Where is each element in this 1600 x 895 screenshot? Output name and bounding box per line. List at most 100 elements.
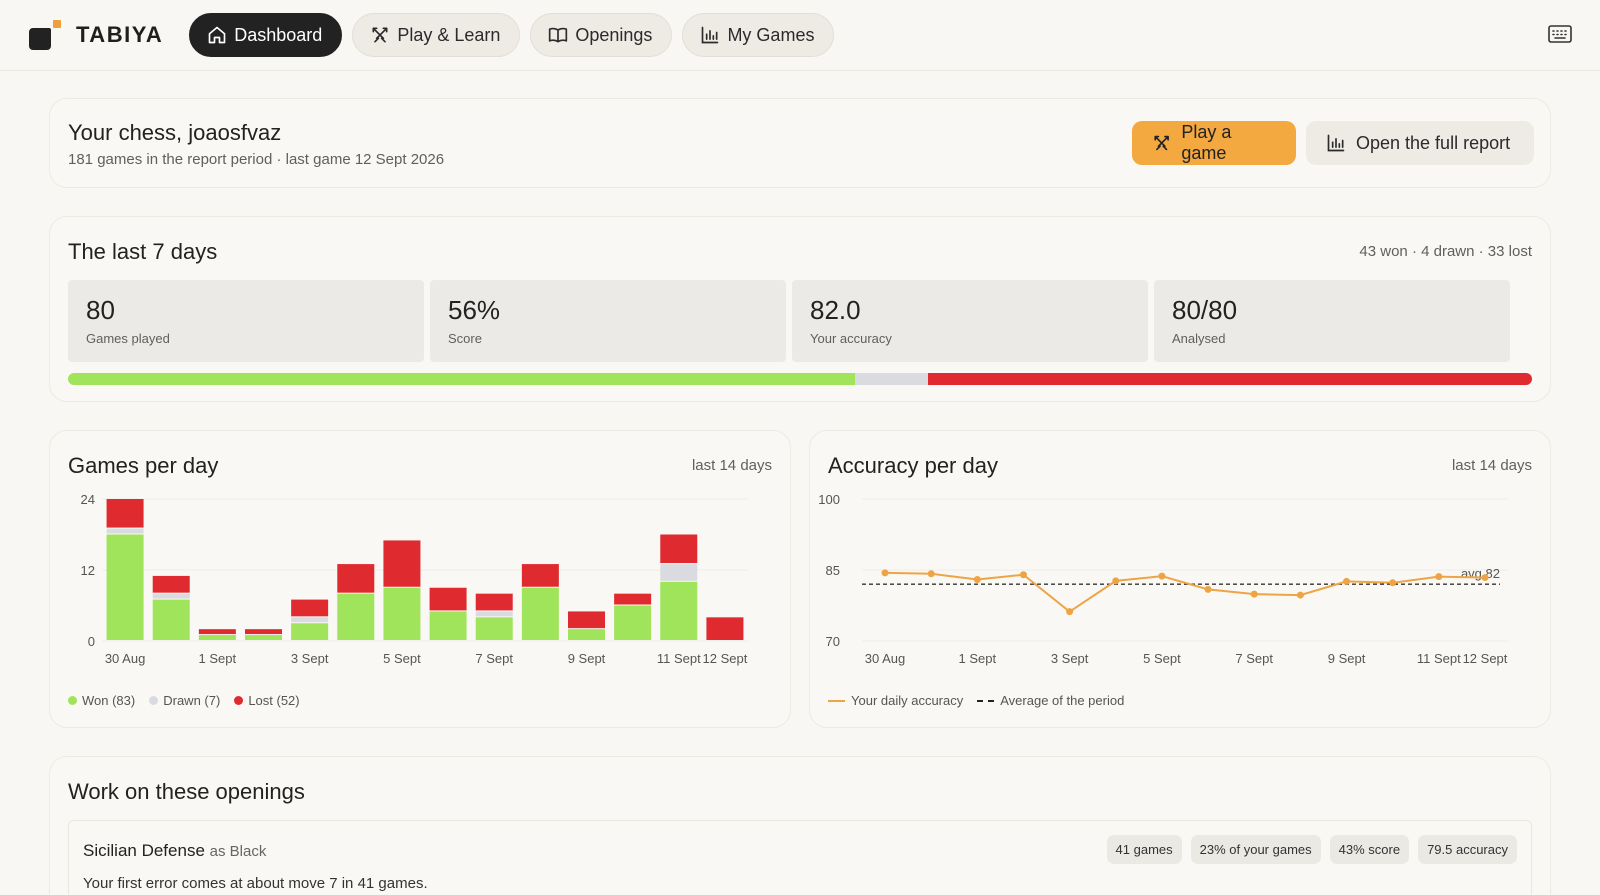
legend-drawn-swatch [149,696,159,705]
bar-won[interactable] [568,629,605,640]
bar-won[interactable] [383,587,421,640]
y-tick-label: 85 [826,563,840,578]
x-tick-label: 3 Sept [291,651,329,666]
bar-lost[interactable] [521,564,559,587]
legend-won-label: Won (83) [82,693,136,708]
openings-title: Work on these openings [68,779,305,804]
week-summary: 43 won · 4 drawn · 33 lost [1359,243,1532,260]
bar-won[interactable] [521,587,559,640]
crossed-swords-icon [372,27,388,43]
bar-lost[interactable] [429,587,467,611]
accuracy-point[interactable] [1389,579,1397,587]
x-tick-label: 7 Sept [1235,651,1273,666]
accuracy-point[interactable] [1158,572,1166,580]
open-report-button[interactable]: Open the full report [1306,121,1534,165]
x-tick-label: 1 Sept [959,651,997,666]
bar-won[interactable] [245,635,282,640]
accuracy-per-day-card: Accuracy per day last 14 days 70 85 100 avg… [809,430,1551,728]
bar-lost[interactable] [291,599,329,617]
accuracy-point[interactable] [1019,571,1027,579]
bar-lost[interactable] [245,629,282,635]
x-tick-label: 11 Sept [657,651,701,666]
bar-drawn[interactable] [475,611,513,617]
nav-dashboard[interactable]: Dashboard [189,13,343,57]
bar-lost[interactable] [337,564,375,593]
y-tick-label: 24 [81,492,95,507]
legend-drawn-label: Drawn (7) [163,693,221,708]
stat-label: Analysed [1172,331,1226,346]
opening-description: Your first error comes at about move 7 i… [83,875,428,892]
stat-label: Your accuracy [810,331,892,346]
bar-drawn[interactable] [660,564,698,581]
bar-won[interactable] [152,599,190,640]
stat-label: Games played [86,331,170,346]
bar-won[interactable] [337,593,375,640]
accuracy-point[interactable] [1343,577,1351,585]
opening-stats: 41 games 23% of your games 43% score 79.… [1098,835,1517,864]
openings-card: Work on these openings Sicilian Defense … [49,756,1551,895]
bar-won[interactable] [660,581,698,640]
accuracy-point[interactable] [1204,585,1212,593]
bar-won[interactable] [291,623,329,640]
accuracy-point[interactable] [927,570,935,578]
accuracy-point[interactable] [881,569,889,577]
bar-drawn[interactable] [291,617,329,623]
nav-openings-label: Openings [575,24,653,45]
nav-play-learn[interactable]: Play & Learn [352,13,521,57]
nav-openings[interactable]: Openings [530,13,673,57]
bar-lost[interactable] [706,617,744,640]
bar-lost[interactable] [198,629,236,635]
accuracy-point[interactable] [1112,577,1120,585]
accuracy-point[interactable] [1066,608,1074,616]
app-logo[interactable]: TABIYA [27,18,163,52]
drawn-segment [854,373,929,385]
accuracy-point[interactable] [973,575,981,583]
stat-games-played: 80 Games played [68,280,424,362]
stat-accuracy: 82.0 Your accuracy [792,280,1148,362]
nav-my-games-label: My Games [727,24,815,45]
y-tick-label: 100 [818,492,840,507]
bar-lost[interactable] [568,611,605,629]
stat-label: Score [448,331,482,346]
accuracy-point[interactable] [1296,591,1304,599]
legend-average-swatch [977,699,995,702]
x-tick-label: 5 Sept [383,651,421,666]
x-tick-label: 30 Aug [105,651,146,666]
opening-item[interactable]: Sicilian Defense as Black 41 games 23% o… [68,820,1532,895]
nav-my-games[interactable]: My Games [682,13,835,57]
legend-drawn: Drawn (7) [149,693,220,708]
opening-accuracy-pill: 79.5 accuracy [1418,835,1517,864]
accuracy-point[interactable] [1481,574,1489,582]
bar-lost[interactable] [106,499,144,528]
bar-drawn[interactable] [106,528,144,534]
bar-lost[interactable] [152,575,190,593]
bar-lost[interactable] [660,534,698,564]
profile-card: Your chess, joaosfvaz 181 games in the r… [49,98,1551,188]
bar-lost[interactable] [475,593,513,611]
opening-side: as Black [209,843,267,860]
play-game-button[interactable]: Play a game [1132,121,1296,165]
legend-won: Won (83) [68,693,135,708]
bar-lost[interactable] [614,593,652,605]
y-tick-label: 12 [81,563,95,578]
stat-analysed: 80/80 Analysed [1154,280,1510,362]
stat-value: 56% [448,295,501,325]
legend-daily-accuracy: Your daily accuracy [828,693,963,708]
bar-won[interactable] [198,635,236,640]
bar-won[interactable] [106,534,144,641]
bar-chart-icon [1327,134,1345,152]
legend-lost-label: Lost (52) [248,693,300,708]
last-7-days-card: The last 7 days 43 won · 4 drawn · 33 lo… [49,216,1551,402]
bar-won[interactable] [614,605,652,641]
accuracy-point[interactable] [1250,590,1258,598]
top-nav: TABIYA Dashboard Play & Learn Openings M… [0,0,1600,71]
accuracy-chart-legend: Your daily accuracy Average of the perio… [828,693,1138,708]
profile-subtitle: 181 games in the report period · last ga… [68,151,445,168]
keyboard-icon[interactable] [1548,24,1572,44]
bar-drawn[interactable] [152,593,190,599]
bar-lost[interactable] [383,540,421,587]
bar-won[interactable] [475,617,513,640]
accuracy-point[interactable] [1435,573,1443,581]
bar-won[interactable] [429,611,467,640]
opening-share-pill: 23% of your games [1190,835,1321,864]
